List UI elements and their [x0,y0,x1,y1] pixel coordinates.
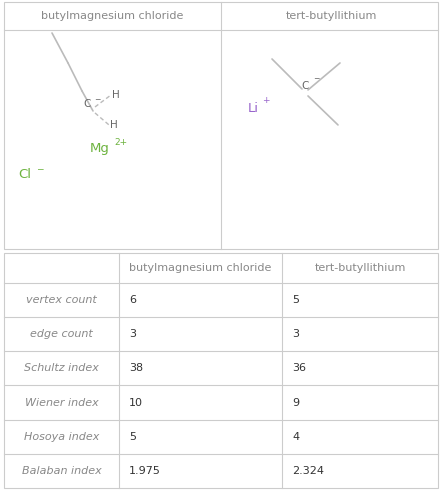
Text: Cl: Cl [18,169,31,181]
Text: 5: 5 [292,295,299,305]
Text: 4: 4 [292,432,299,441]
Text: 2+: 2+ [114,139,127,147]
Text: −: − [36,165,43,173]
Text: 3: 3 [292,329,299,339]
Text: H: H [112,90,120,100]
Text: tert-butyllithium: tert-butyllithium [314,263,406,273]
Text: 36: 36 [292,364,306,373]
Text: Wiener index: Wiener index [25,397,99,408]
Text: Balaban index: Balaban index [22,466,101,476]
Text: 38: 38 [129,364,143,373]
Text: 5: 5 [129,432,136,441]
Text: butylmagnesium chloride: butylmagnesium chloride [41,11,184,21]
Text: 6: 6 [129,295,136,305]
Text: vertex count: vertex count [26,295,97,305]
Text: Hosoya index: Hosoya index [24,432,99,441]
Text: −: − [94,95,100,104]
Text: tert-butyllithium: tert-butyllithium [286,11,377,21]
Text: 1.975: 1.975 [129,466,161,476]
Text: Li: Li [248,102,259,116]
Text: butylmagnesium chloride: butylmagnesium chloride [130,263,272,273]
Text: 9: 9 [292,397,299,408]
Text: Mg: Mg [90,143,110,155]
Text: 10: 10 [129,397,143,408]
Text: 3: 3 [129,329,136,339]
Text: +: + [262,97,270,105]
Text: H: H [110,120,118,130]
Text: C: C [84,99,91,109]
Text: Schultz index: Schultz index [24,364,99,373]
Text: 2.324: 2.324 [292,466,324,476]
Text: −: − [313,74,320,83]
Text: edge count: edge count [30,329,93,339]
Text: C: C [301,81,309,91]
